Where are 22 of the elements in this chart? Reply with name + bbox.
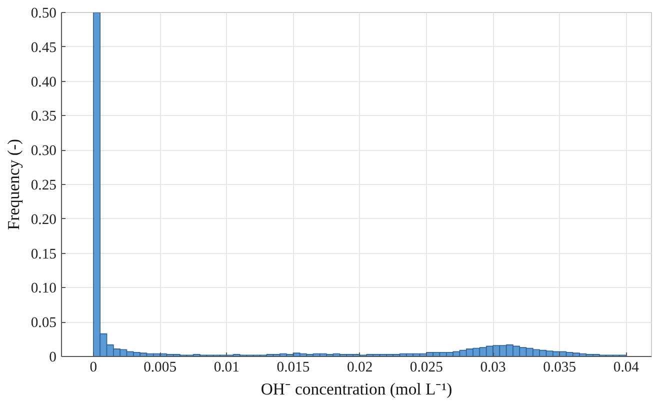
x-tick-label: 0.02 (347, 360, 373, 376)
x-tick-label: 0.04 (613, 360, 640, 376)
y-tick-label: 0 (49, 350, 56, 366)
x-tick-label: 0.025 (410, 360, 443, 376)
y-tick-label: 0.10 (30, 280, 57, 297)
x-tick-label: 0.035 (543, 360, 576, 376)
x-tick-label: 0 (90, 360, 98, 376)
x-tick-label: 0.03 (480, 360, 506, 376)
x-tick-label: 0.015 (276, 360, 310, 376)
x-tick-label: 0.01 (214, 360, 240, 376)
y-tick-label: 0.50 (30, 6, 57, 22)
y-tick-label: 0.35 (30, 108, 57, 125)
y-tick-label: 0.15 (30, 246, 57, 262)
x-axis-title: OH⁻ concentration (mol L⁻¹) (260, 380, 452, 398)
y-axis-title: Frequency (-) (4, 138, 23, 230)
y-tick-label: 0.05 (30, 315, 57, 332)
y-tick-label: 0.25 (30, 178, 57, 194)
x-tick-label: 0.005 (144, 360, 177, 376)
y-tick-label: 0.30 (30, 143, 57, 160)
y-tick-label: 0.45 (30, 40, 57, 56)
y-tick-label: 0.40 (30, 74, 57, 90)
y-tick-label: 0.20 (30, 212, 57, 228)
